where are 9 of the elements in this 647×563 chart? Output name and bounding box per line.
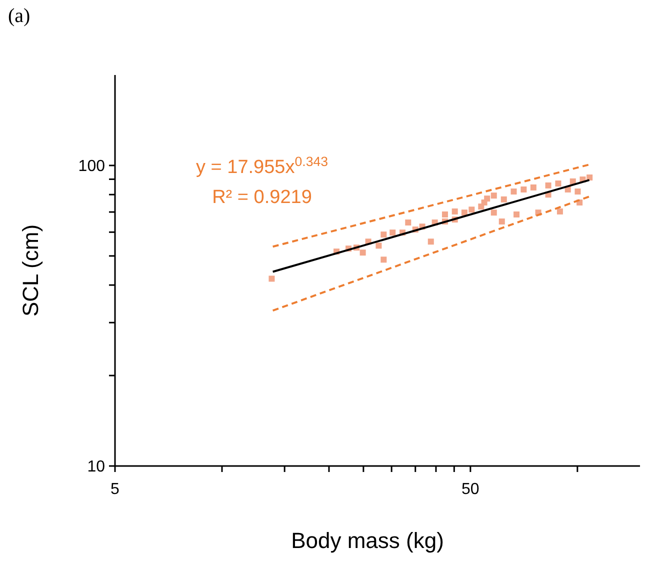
y-axis-title: SCL (cm) [18,224,43,317]
x-tick-label: 50 [462,481,480,498]
annotation: R² = 0.9219 [212,187,312,208]
annotation: y = 17.955x$^{0.343}$ [196,154,328,178]
x-tick-label: 5 [110,481,120,498]
x-axis-title: Body mass (kg) [291,528,444,553]
y-tick-label: 100 [78,158,106,176]
y-tick-label: 10 [87,458,106,476]
chart-title: (a) [8,5,30,27]
